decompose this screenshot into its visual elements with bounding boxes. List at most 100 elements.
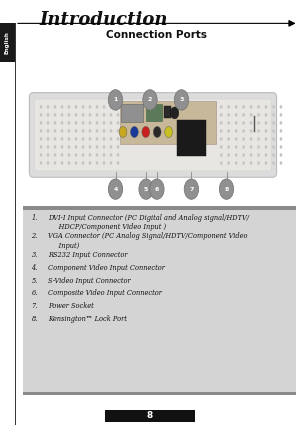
- Text: English: English: [4, 31, 9, 54]
- Text: DVI-I Input Connector (PC Digital and Analog signal/HDTV/
     HDCP/Component Vi: DVI-I Input Connector (PC Digital and An…: [48, 214, 249, 231]
- Circle shape: [250, 105, 252, 108]
- Text: 8.: 8.: [32, 315, 38, 323]
- Circle shape: [117, 121, 119, 125]
- FancyBboxPatch shape: [120, 102, 216, 144]
- FancyBboxPatch shape: [177, 120, 206, 156]
- Circle shape: [280, 145, 282, 149]
- Circle shape: [265, 137, 267, 141]
- Circle shape: [96, 129, 98, 133]
- FancyBboxPatch shape: [29, 93, 277, 177]
- Circle shape: [103, 162, 105, 165]
- Circle shape: [227, 121, 230, 125]
- Circle shape: [235, 129, 237, 133]
- Circle shape: [272, 162, 275, 165]
- Circle shape: [227, 113, 230, 116]
- Text: 5.: 5.: [32, 277, 38, 285]
- Circle shape: [265, 153, 267, 157]
- Circle shape: [68, 153, 70, 157]
- Circle shape: [47, 145, 49, 149]
- Circle shape: [272, 145, 275, 149]
- Circle shape: [257, 137, 260, 141]
- Circle shape: [257, 162, 260, 165]
- Circle shape: [272, 121, 275, 125]
- Circle shape: [272, 105, 275, 108]
- Circle shape: [257, 121, 260, 125]
- Circle shape: [103, 129, 105, 133]
- Circle shape: [242, 145, 245, 149]
- Circle shape: [110, 113, 112, 116]
- Circle shape: [61, 153, 63, 157]
- Text: S-Video Input Connector: S-Video Input Connector: [48, 277, 130, 285]
- Text: RS232 Input Connector: RS232 Input Connector: [48, 251, 128, 259]
- Circle shape: [130, 127, 138, 138]
- Circle shape: [227, 137, 230, 141]
- Circle shape: [219, 179, 234, 199]
- Circle shape: [47, 105, 49, 108]
- Circle shape: [242, 137, 245, 141]
- Circle shape: [61, 145, 63, 149]
- FancyBboxPatch shape: [164, 106, 171, 119]
- Circle shape: [103, 105, 105, 108]
- Circle shape: [89, 153, 91, 157]
- Circle shape: [220, 113, 222, 116]
- Circle shape: [47, 129, 49, 133]
- FancyBboxPatch shape: [22, 206, 296, 210]
- Circle shape: [89, 129, 91, 133]
- Circle shape: [227, 105, 230, 108]
- Text: 4: 4: [113, 187, 118, 192]
- Circle shape: [250, 145, 252, 149]
- Circle shape: [257, 105, 260, 108]
- Circle shape: [61, 162, 63, 165]
- Circle shape: [75, 137, 77, 141]
- Circle shape: [75, 113, 77, 116]
- Circle shape: [220, 153, 222, 157]
- Circle shape: [89, 145, 91, 149]
- Circle shape: [103, 113, 105, 116]
- Circle shape: [40, 153, 42, 157]
- Circle shape: [242, 129, 245, 133]
- Circle shape: [280, 153, 282, 157]
- Circle shape: [235, 145, 237, 149]
- Circle shape: [61, 137, 63, 141]
- Circle shape: [96, 105, 98, 108]
- Circle shape: [89, 137, 91, 141]
- Circle shape: [82, 121, 84, 125]
- Circle shape: [117, 162, 119, 165]
- Circle shape: [68, 137, 70, 141]
- Circle shape: [235, 113, 237, 116]
- Circle shape: [280, 113, 282, 116]
- Circle shape: [47, 113, 49, 116]
- Circle shape: [280, 121, 282, 125]
- Circle shape: [61, 129, 63, 133]
- Circle shape: [82, 113, 84, 116]
- Text: 3.: 3.: [32, 251, 38, 259]
- Circle shape: [227, 145, 230, 149]
- Circle shape: [110, 105, 112, 108]
- Circle shape: [117, 113, 119, 116]
- FancyBboxPatch shape: [0, 23, 15, 62]
- FancyBboxPatch shape: [122, 104, 143, 122]
- Circle shape: [68, 121, 70, 125]
- Circle shape: [142, 127, 150, 138]
- Circle shape: [272, 113, 275, 116]
- Circle shape: [272, 137, 275, 141]
- Circle shape: [47, 137, 49, 141]
- Circle shape: [265, 129, 267, 133]
- Circle shape: [220, 121, 222, 125]
- Circle shape: [75, 145, 77, 149]
- Circle shape: [108, 179, 123, 199]
- Circle shape: [96, 145, 98, 149]
- Circle shape: [117, 137, 119, 141]
- Circle shape: [257, 113, 260, 116]
- Circle shape: [117, 129, 119, 133]
- Circle shape: [150, 179, 164, 199]
- Circle shape: [242, 121, 245, 125]
- Circle shape: [257, 153, 260, 157]
- Circle shape: [184, 179, 199, 199]
- Circle shape: [54, 153, 56, 157]
- Text: 6: 6: [155, 187, 159, 192]
- Circle shape: [235, 162, 237, 165]
- Circle shape: [103, 121, 105, 125]
- Circle shape: [54, 129, 56, 133]
- Circle shape: [75, 153, 77, 157]
